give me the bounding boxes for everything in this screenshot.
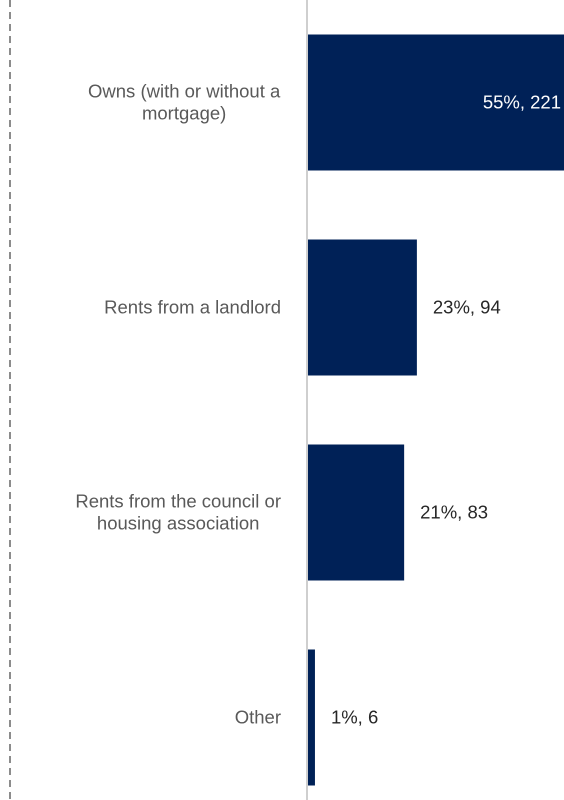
category-label-3: Rents from the council or housing associa… <box>75 491 281 534</box>
category-label-1: Owns (with or without a mortgage) <box>88 81 281 124</box>
data-label-1: 55%, 221 <box>483 92 561 113</box>
bar-1 <box>308 34 564 171</box>
bar-3 <box>308 444 405 581</box>
data-label-3: 21%, 83 <box>420 502 488 523</box>
bar-2 <box>308 239 417 376</box>
category-label-4: Other <box>235 707 281 728</box>
bar-4 <box>308 649 315 786</box>
category-label-2: Rents from a landlord <box>104 297 281 318</box>
data-label-2: 23%, 94 <box>433 297 501 318</box>
data-label-4: 1%, 6 <box>331 707 378 728</box>
